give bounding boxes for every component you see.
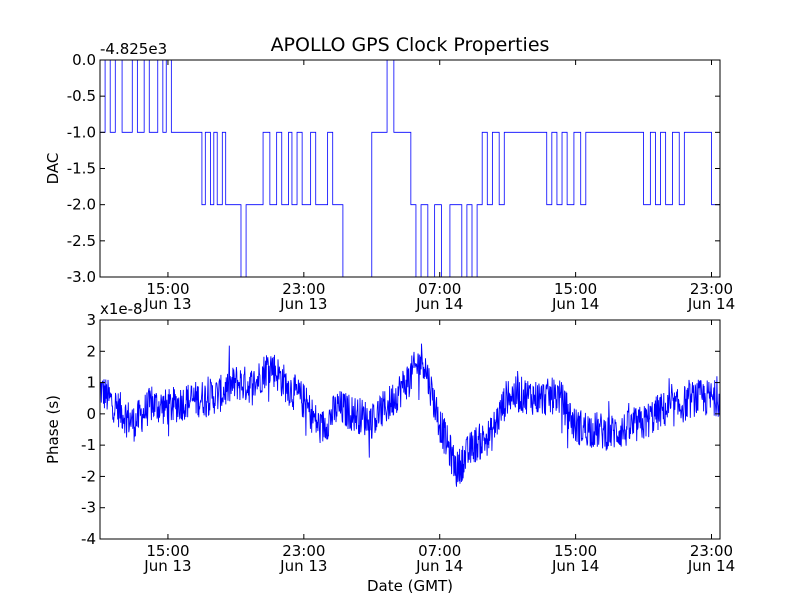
- y-tick-label: -2.0: [67, 196, 96, 214]
- x-tick-time-label: 15:00: [146, 280, 189, 298]
- y-tick-label: 0.0: [72, 51, 96, 69]
- x-tick-date-label: Jun 13: [279, 557, 327, 575]
- y-tick-label: -4: [81, 530, 96, 548]
- y-tick-label: -2: [81, 467, 96, 485]
- y-tick-label: 3: [86, 311, 96, 329]
- x-tick-time-label: 23:00: [282, 280, 325, 298]
- x-tick-date-label: Jun 13: [143, 295, 191, 313]
- y-tick-label: -3: [81, 499, 96, 517]
- y-tick-label: 2: [86, 342, 96, 360]
- y-tick-label: -2.5: [67, 232, 96, 250]
- y-tick-label: 0: [86, 405, 96, 423]
- x-tick-date-label: Jun 13: [143, 557, 191, 575]
- x-tick-time-label: 23:00: [690, 280, 733, 298]
- chart-title: APOLLO GPS Clock Properties: [271, 34, 550, 56]
- dac-series-line: [100, 60, 720, 277]
- x-tick-time-label: 15:00: [554, 542, 597, 560]
- y-tick-label: -0.5: [67, 87, 96, 105]
- x-axis-label: Date (GMT): [367, 577, 453, 595]
- x-tick-date-label: Jun 14: [415, 557, 463, 575]
- x-tick-time-label: 23:00: [282, 542, 325, 560]
- x-tick-date-label: Jun 14: [551, 295, 599, 313]
- y-axis-label: DAC: [44, 153, 62, 185]
- y-tick-label: -1.5: [67, 160, 96, 178]
- x-tick-date-label: Jun 13: [279, 295, 327, 313]
- x-tick-date-label: Jun 14: [415, 295, 463, 313]
- x-tick-date-label: Jun 14: [687, 557, 735, 575]
- y-tick-label: -1: [81, 436, 96, 454]
- offset-text: x1e-8: [100, 300, 143, 318]
- axes-frame: [99, 319, 721, 540]
- offset-text: -4.825e3: [100, 40, 167, 58]
- x-tick-time-label: 07:00: [418, 542, 461, 560]
- y-tick-label: 1: [86, 374, 96, 392]
- y-tick-label: -1.0: [67, 123, 96, 141]
- x-tick-time-label: 23:00: [690, 542, 733, 560]
- x-tick-time-label: 15:00: [554, 280, 597, 298]
- x-tick-time-label: 07:00: [418, 280, 461, 298]
- phase-series-line: [100, 343, 720, 487]
- y-axis-label: Phase (s): [44, 395, 62, 464]
- y-tick-label: -3.0: [67, 268, 96, 286]
- x-tick-time-label: 15:00: [146, 542, 189, 560]
- axes-frame: [99, 59, 721, 278]
- x-tick-date-label: Jun 14: [551, 557, 599, 575]
- x-tick-date-label: Jun 14: [687, 295, 735, 313]
